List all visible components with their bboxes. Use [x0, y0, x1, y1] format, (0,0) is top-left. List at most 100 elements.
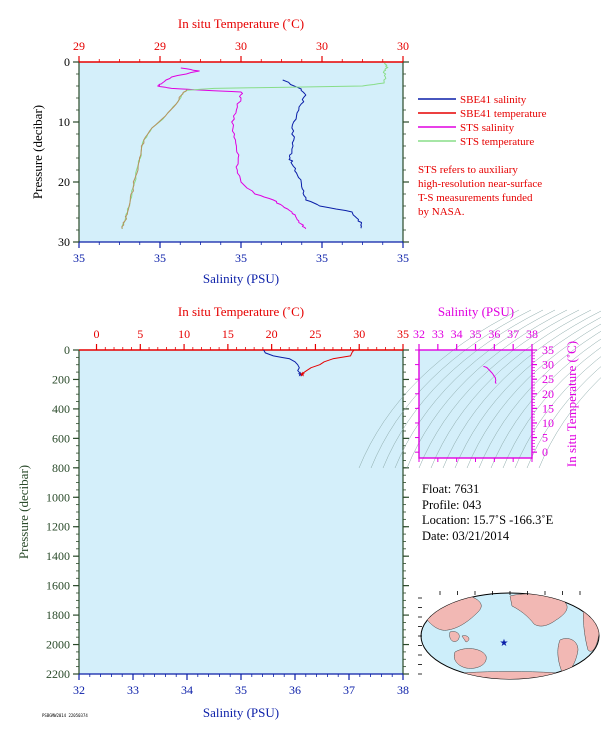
- bottom-pressure-tick-label: 0: [64, 343, 70, 357]
- top-temp-tick-label: 29: [73, 39, 85, 53]
- top-salinity-tick-label: 35: [397, 251, 409, 265]
- top-salinity-tick-labels: 35 35 35 35 35: [73, 251, 409, 265]
- bottom-pressure-tick-label: 400: [52, 402, 70, 416]
- top-pressure-tick-labels: 0 10 20 30: [58, 55, 70, 249]
- top-temp-tick-labels: 29 29 30 30 30: [73, 39, 409, 53]
- ts-isoline: [394, 309, 556, 469]
- bottom-temp-tick-labels: 0 5 10 15 20 25 30 35: [94, 327, 409, 341]
- bottom-pressure-tick-label: 1600: [46, 579, 70, 593]
- ts-salinity-tick-labels: 32 33 34 35 36 37 38: [413, 327, 538, 341]
- top-salinity-tick-label: 35: [316, 251, 328, 265]
- top-salinity-axis-title: Salinity (PSU): [203, 271, 279, 286]
- ts-temperature-tick-label: 5: [542, 431, 548, 445]
- land-australia: [454, 648, 487, 669]
- ts-isoline: [502, 347, 601, 469]
- land-south-america: [557, 638, 579, 674]
- ts-isoline: [406, 309, 568, 469]
- top-series-sts-salinity: [157, 67, 307, 230]
- ts-temperature-tick-label: 30: [542, 358, 554, 372]
- bottom-temp-tick-label: 15: [222, 327, 234, 341]
- top-temp-tick-label: 29: [154, 39, 166, 53]
- ts-axis-ticks: [415, 344, 537, 462]
- bottom-salinity-tick-labels: 32 33 34 35 36 37 38: [73, 683, 409, 697]
- top-temp-axis-title: In situ Temperature (˚C): [178, 16, 304, 31]
- ts-temperature-tick-label: 20: [542, 387, 554, 401]
- sts-note-line-3: T-S measurements funded: [418, 192, 533, 204]
- bottom-salinity-axis-title: Salinity (PSU): [203, 705, 279, 720]
- ts-salinity-tick-label: 33: [432, 327, 444, 341]
- bottom-series-temperature-end-marker: ★: [299, 371, 305, 379]
- bottom-temp-tick-label: 25: [309, 327, 321, 341]
- top-salinity-tick-label: 35: [154, 251, 166, 265]
- bottom-salinity-tick-label: 37: [343, 683, 355, 697]
- top-series-sbe41-salinity: [282, 79, 362, 229]
- top-temp-tick-label: 30: [235, 39, 247, 53]
- bottom-plot-area: [79, 350, 403, 674]
- top-pressure-tick-label: 20: [58, 175, 70, 189]
- map-graticule-ticks: [418, 591, 581, 675]
- bottom-salinity-tick-label: 36: [289, 683, 301, 697]
- bottom-series-salinity-end-marker: ★: [297, 371, 303, 379]
- ts-diagram-panel: Salinity (PSU) 32 33 34 35 36 37 38 0510152025…: [358, 304, 601, 469]
- bottom-salinity-tick-label: 38: [397, 683, 409, 697]
- ts-salinity-tick-label: 36: [488, 327, 500, 341]
- ts-density-isolines: [358, 309, 601, 469]
- top-series-sbe41-temperature: [121, 89, 188, 229]
- bottom-salinity-tick-label: 34: [181, 683, 193, 697]
- ts-temperature-tick-label: 25: [542, 372, 554, 386]
- legend: SBE41 salinity SBE41 temperature STS sal…: [418, 94, 547, 148]
- top-pressure-tick-label: 30: [58, 235, 70, 249]
- bottom-pressure-tick-label: 600: [52, 431, 70, 445]
- bottom-temp-tick-label: 0: [94, 327, 100, 341]
- bottom-series-temperature: [302, 349, 355, 375]
- top-salinity-tick-label: 35: [73, 251, 85, 265]
- ts-salinity-tick-label: 35: [470, 327, 482, 341]
- top-pressure-axis-title: Pressure (decibar): [30, 105, 45, 199]
- world-map: ★: [418, 591, 600, 680]
- top-axis-ticks: [73, 56, 409, 248]
- bottom-pressure-tick-label: 1200: [46, 520, 70, 534]
- bottom-pressure-tick-label: 200: [52, 372, 70, 386]
- ts-salinity-axis-title: Salinity (PSU): [438, 304, 514, 319]
- bottom-pressure-tick-label: 1800: [46, 608, 70, 622]
- ts-salinity-tick-label: 37: [507, 327, 519, 341]
- top-plot-area: [78, 61, 404, 243]
- map-float-marker: ★: [500, 638, 509, 649]
- bottom-pressure-tick-label: 2000: [46, 638, 70, 652]
- top-temp-tick-label: 30: [397, 39, 409, 53]
- ts-isoline: [478, 330, 601, 469]
- bottom-series-salinity: [263, 349, 301, 374]
- top-pressure-tick-label: 0: [64, 55, 70, 69]
- bottom-salinity-tick-label: 35: [235, 683, 247, 697]
- footer-stamp: PSBGMW2014 22050374: [42, 713, 88, 718]
- ts-series-group: [483, 365, 497, 384]
- top-profile-panel: In situ Temperature (˚C) 29 29 30 30 30 0 10 2…: [30, 16, 547, 286]
- ts-isoline: [418, 309, 580, 469]
- ts-isoline: [430, 309, 592, 469]
- bottom-pressure-tick-label: 1400: [46, 549, 70, 563]
- ts-series-profile: [483, 365, 497, 384]
- ts-isoline: [454, 317, 601, 469]
- sts-note-line-4: by NASA.: [418, 206, 465, 218]
- bottom-temp-tick-label: 20: [266, 327, 278, 341]
- bottom-series-group: ★★: [263, 349, 355, 379]
- ts-temperature-tick-label: 15: [542, 401, 554, 415]
- ts-isoline: [514, 356, 601, 469]
- ts-plot-area: [419, 350, 532, 458]
- float-id: Float: 7631: [422, 482, 480, 496]
- legend-label-sbe41-salinity: SBE41 salinity: [460, 94, 527, 106]
- bottom-pressure-tick-label: 1000: [46, 490, 70, 504]
- ts-temperature-tick-label: 10: [542, 416, 554, 430]
- bottom-temp-tick-label: 5: [137, 327, 143, 341]
- bottom-profile-panel: In situ Temperature (˚C) 0 5 10 15 20 25 30 35 …: [16, 304, 409, 720]
- sts-note-line-1: STS refers to auxiliary: [418, 164, 518, 176]
- ts-temperature-tick-label: 35: [542, 343, 554, 357]
- bottom-salinity-tick-label: 32: [73, 683, 85, 697]
- sts-note: STS refers to auxiliary high-resolution …: [418, 164, 542, 218]
- ts-salinity-tick-label: 32: [413, 327, 425, 341]
- bottom-temp-tick-label: 35: [397, 327, 409, 341]
- legend-label-sts-temperature: STS temperature: [460, 136, 534, 148]
- legend-label-sbe41-temperature: SBE41 temperature: [460, 108, 547, 120]
- bottom-temp-tick-label: 30: [353, 327, 365, 341]
- ts-temperature-axis-title: In situ Temperature (˚C): [564, 341, 579, 467]
